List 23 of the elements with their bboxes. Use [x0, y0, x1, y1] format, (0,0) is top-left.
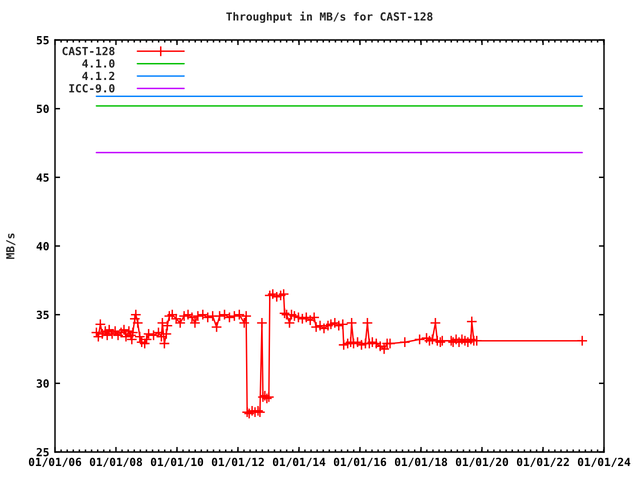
x-tick-label: 01/01/10 — [150, 458, 204, 468]
y-tick-label: 55 — [36, 36, 49, 44]
x-tick-label: 01/01/22 — [516, 458, 569, 468]
y-tick-label: 50 — [36, 104, 49, 114]
y-axis-title: MB/s — [6, 234, 16, 259]
legend-label: 4.1.0 — [82, 59, 115, 68]
legend-label: 4.1.2 — [82, 72, 114, 80]
x-tick-label: 01/01/08 — [90, 458, 142, 468]
chart-title: Throughput in MB/s for CAST-128 — [226, 12, 432, 23]
y-tick-label: 40 — [36, 242, 49, 250]
y-tick-label: 30 — [36, 379, 49, 388]
x-tick-label: 01/01/14 — [272, 458, 326, 468]
legend-label: CAST-128 — [62, 46, 114, 56]
x-tick-label: 01/01/12 — [212, 458, 264, 468]
y-tick-label: 35 — [36, 310, 49, 320]
x-tick-label: 01/01/24 — [578, 458, 630, 468]
legend-label: ICC-9.0 — [69, 84, 115, 93]
x-tick-label: 01/01/20 — [456, 458, 508, 468]
x-tick-label: 01/01/18 — [394, 458, 448, 468]
x-tick-label: 01/01/06 — [28, 458, 82, 468]
y-tick-label: 45 — [36, 173, 49, 182]
x-tick-label: 01/01/16 — [334, 458, 386, 468]
y-tick-label: 25 — [36, 448, 49, 456]
